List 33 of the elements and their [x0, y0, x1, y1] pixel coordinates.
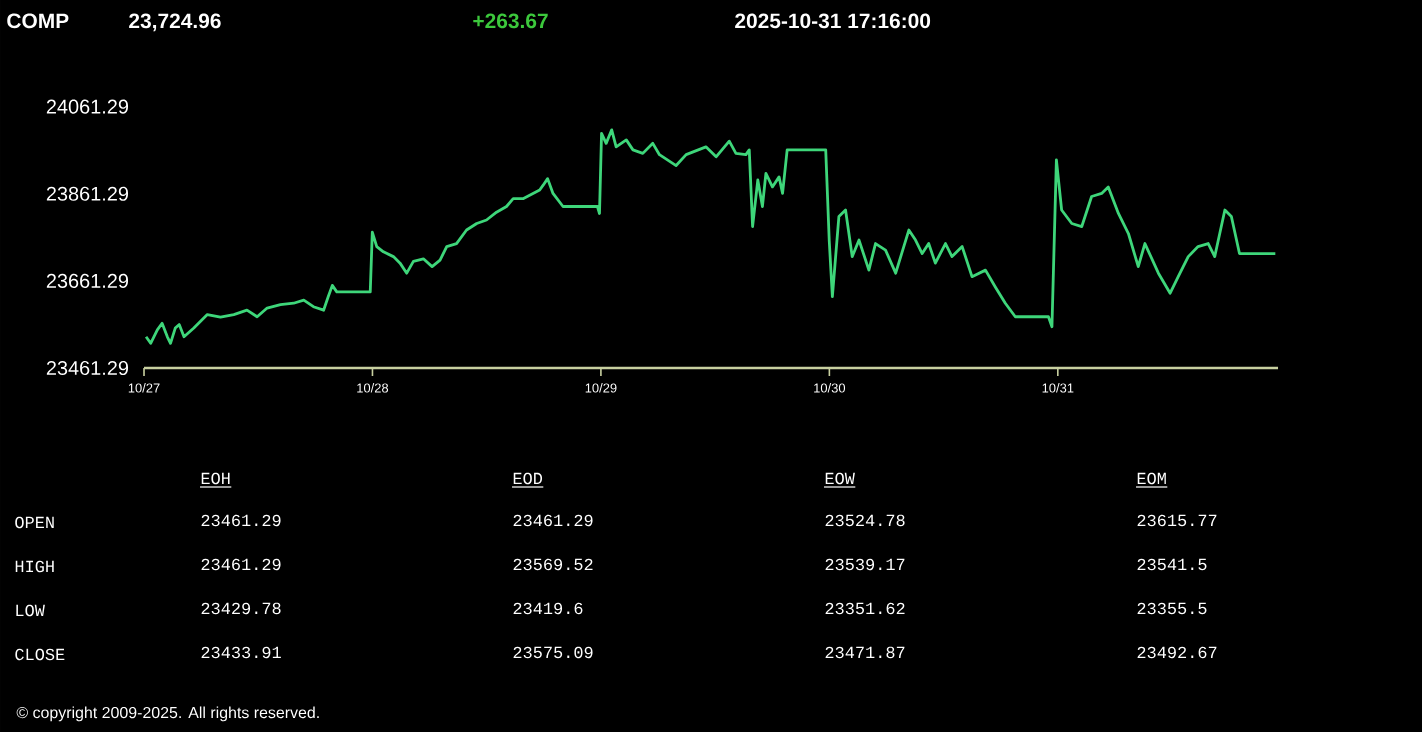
text: 23471.87 — [825, 646, 905, 659]
text: 23461.29 — [201, 558, 281, 571]
line-series — [144, 128, 1277, 345]
y-tick-label: 24061.29 — [46, 99, 129, 114]
y-tick-label: 23861.29 — [46, 186, 129, 201]
text: 2025-10-31 17:16:00 — [735, 13, 931, 29]
text: 23575.09 — [513, 646, 593, 659]
text: 23541.5 — [1137, 558, 1207, 571]
text: 23433.91 — [201, 646, 281, 659]
text: 23351.62 — [825, 602, 905, 615]
text: EOM — [1137, 472, 1166, 485]
text: 23461.29 — [201, 514, 281, 527]
y-tick-label: 23461.29 — [46, 360, 129, 376]
text: CLOSE — [15, 648, 65, 661]
chart-title: COMP — [7, 13, 69, 29]
text: 23429.78 — [201, 602, 281, 615]
text: EOD — [513, 472, 543, 485]
text: 23539.17 — [825, 558, 905, 571]
text: 23615.77 — [1137, 514, 1217, 527]
text: 23355.5 — [1137, 602, 1207, 615]
text: OPEN — [15, 516, 54, 529]
text: +263.67 — [473, 13, 548, 29]
text: 23524.78 — [825, 514, 905, 527]
text: 23,724.96 — [129, 13, 221, 32]
text: LOW — [16, 604, 45, 617]
text: 23569.52 — [513, 558, 593, 571]
text: EOW — [825, 472, 855, 485]
text: HIGH — [15, 560, 54, 573]
text: 23419.6 — [513, 602, 583, 615]
text: 23492.67 — [1137, 646, 1217, 659]
y-tick-label: 23661.29 — [46, 273, 129, 288]
text: EOH — [201, 472, 230, 485]
text: 23461.29 — [513, 514, 593, 527]
